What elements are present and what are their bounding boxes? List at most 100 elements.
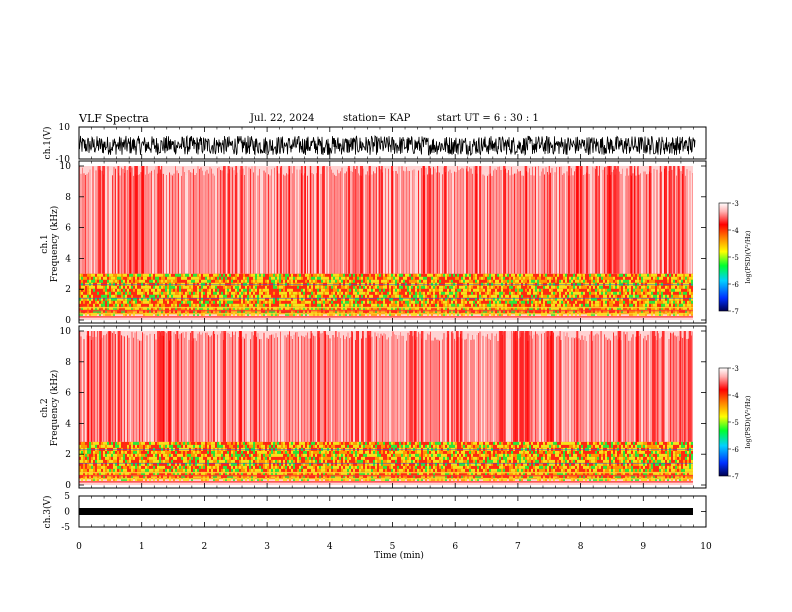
- spectrogram-streak: [608, 338, 610, 442]
- spectrogram-cell: [323, 444, 325, 448]
- spectrogram-streak: [559, 166, 560, 274]
- spectrogram-streak: [277, 337, 278, 442]
- spectrogram-cell: [383, 300, 385, 304]
- spectrogram-cell: [115, 471, 117, 475]
- spectrogram-cell: [625, 303, 627, 307]
- spectrogram-cell: [315, 282, 317, 286]
- spectrogram-cell: [335, 456, 337, 460]
- spectrogram-cell: [643, 294, 645, 298]
- spectrogram-cell: [567, 294, 569, 298]
- spectrogram-cell: [107, 468, 109, 472]
- spectrogram-cell: [499, 303, 501, 307]
- spectrogram-cell: [561, 300, 563, 304]
- spectrogram-cell: [417, 300, 419, 304]
- spectrogram-cell: [381, 294, 383, 298]
- spectrogram-streak: [511, 166, 512, 274]
- spectrogram-cell: [115, 456, 117, 460]
- spectrogram-cell: [81, 282, 83, 286]
- spectrogram-cell: [525, 297, 527, 301]
- spectrogram-cell: [591, 300, 593, 304]
- spectrogram-streak: [188, 339, 190, 442]
- spectrogram-cell: [95, 300, 97, 304]
- spectrogram-cell: [437, 276, 439, 280]
- spectrogram-cell: [597, 303, 599, 307]
- spectrogram-burst: [102, 166, 105, 274]
- spectrogram-cell: [237, 444, 239, 448]
- spectrogram-cell: [117, 303, 119, 307]
- spectrogram-cell: [307, 456, 309, 460]
- spectrogram-cell: [581, 285, 583, 289]
- spectrogram-cell: [479, 294, 481, 298]
- spectrogram-cell: [337, 453, 339, 457]
- ch2-spectrogram-panel: [78, 325, 707, 489]
- spectrogram-cell: [127, 303, 129, 307]
- spectrogram-cell: [149, 300, 151, 304]
- spectrogram-cell: [211, 282, 213, 286]
- spectrogram-cell: [217, 465, 219, 469]
- spectrogram-cell: [225, 279, 227, 283]
- spectrogram-streak: [284, 335, 286, 442]
- spectrogram-streak: [232, 167, 233, 274]
- spectrogram-cell: [113, 450, 115, 454]
- spectrogram-cell: [153, 465, 155, 469]
- spectrogram-streak: [686, 339, 688, 442]
- spectrogram-cell: [137, 450, 139, 454]
- spectrogram-cell: [91, 294, 93, 298]
- spectrogram-cell: [305, 462, 307, 466]
- spectrogram-cell: [101, 441, 103, 445]
- spectrogram-cell: [447, 291, 449, 295]
- spectrogram-burst: [300, 166, 303, 274]
- spectrogram-cell: [147, 300, 149, 304]
- spectrogram-cell: [93, 444, 95, 448]
- spectrogram-streak: [364, 335, 365, 442]
- spectrogram-cell: [245, 303, 247, 307]
- spectrogram-cell: [155, 468, 157, 472]
- spectrogram-cell: [393, 288, 395, 292]
- spectrogram-cell: [437, 303, 439, 307]
- spectrogram-cell: [321, 444, 323, 448]
- spectrogram-cell: [601, 273, 603, 277]
- spectrogram-cell: [173, 276, 175, 280]
- spectrogram-cell: [123, 462, 125, 466]
- spectrogram-cell: [509, 279, 511, 283]
- spectrogram-cell: [185, 453, 187, 457]
- spectrogram-cell: [433, 282, 435, 286]
- spectrogram-streak: [671, 333, 673, 442]
- spectrogram-cell: [225, 291, 227, 295]
- spectrogram-cell: [375, 276, 377, 280]
- spectrogram-cell: [639, 291, 641, 295]
- spectrogram-streak: [383, 170, 385, 274]
- spectrogram-cell: [339, 273, 341, 277]
- spectrogram-streak: [211, 335, 212, 442]
- spectrogram-streak: [272, 334, 274, 442]
- spectrogram-cell: [127, 300, 129, 304]
- spectrogram-streak: [326, 166, 328, 274]
- spectrogram-cell: [653, 285, 655, 289]
- spectrogram-cell: [625, 282, 627, 286]
- spectrogram-cell: [339, 456, 341, 460]
- spectrogram-cell: [671, 300, 673, 304]
- spectrogram-cell: [521, 279, 523, 283]
- spectrogram-cell: [325, 276, 327, 280]
- spectrogram-cell: [165, 273, 167, 277]
- spectrogram-cell: [501, 285, 503, 289]
- spectrogram-cell: [337, 276, 339, 280]
- spectrogram-streak: [340, 338, 341, 442]
- spectrogram-cell: [117, 282, 119, 286]
- spectrogram-streak: [434, 168, 436, 274]
- spectrogram-cell: [207, 300, 209, 304]
- spectrogram-burst: [280, 166, 283, 274]
- spectrogram-cell: [645, 297, 647, 301]
- spectrogram-burst: [355, 331, 359, 442]
- spectrogram-cell: [213, 273, 215, 277]
- spectrogram-cell: [115, 303, 117, 307]
- spectrogram-cell: [211, 441, 213, 445]
- spectrogram-cell: [687, 300, 689, 304]
- spectrogram-cell: [327, 444, 329, 448]
- spectrogram-cell: [283, 279, 285, 283]
- spectrogram-cell: [95, 279, 97, 283]
- spectrogram-streak: [514, 173, 515, 274]
- spectrogram-cell: [223, 444, 225, 448]
- spectrogram-streak: [611, 333, 613, 442]
- spectrogram-cell: [493, 273, 495, 277]
